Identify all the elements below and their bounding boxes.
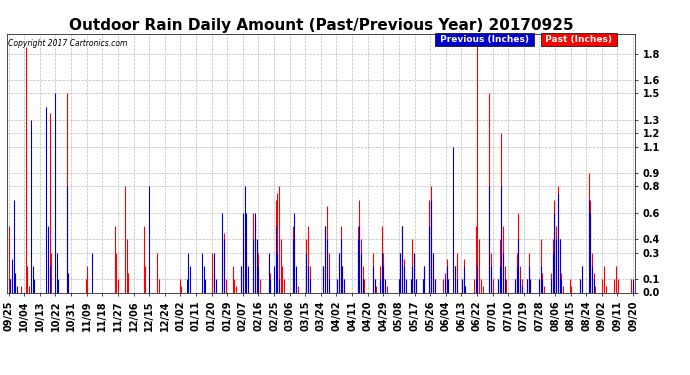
- Title: Outdoor Rain Daily Amount (Past/Previous Year) 20170925: Outdoor Rain Daily Amount (Past/Previous…: [68, 18, 573, 33]
- Text: Copyright 2017 Cartronics.com: Copyright 2017 Cartronics.com: [8, 39, 127, 48]
- Text: Previous (Inches): Previous (Inches): [437, 35, 532, 44]
- Text: Past (Inches): Past (Inches): [542, 35, 615, 44]
